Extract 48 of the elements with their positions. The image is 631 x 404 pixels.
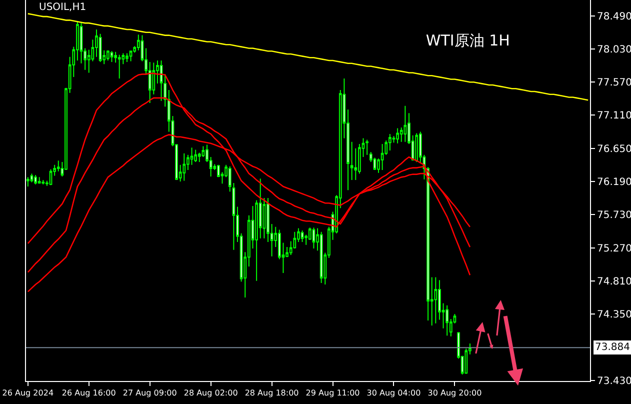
candlestick [30, 173, 34, 183]
candlestick [434, 276, 438, 324]
candlestick [118, 54, 121, 79]
candlestick [446, 304, 449, 336]
x-tick-label: 26 Aug 2024 [2, 388, 54, 398]
y-tick-label: 76.190 [597, 177, 631, 188]
candlestick [42, 180, 45, 185]
x-tick-label: 28 Aug 02:00 [184, 388, 238, 398]
y-tick-label: 73.430 [597, 376, 631, 387]
ref-line-label: 73.884 [595, 342, 630, 353]
candlestick [98, 33, 102, 62]
candlestick [194, 149, 198, 163]
candlestick [106, 50, 110, 61]
line-series [27, 13, 589, 101]
candlestick [34, 174, 37, 185]
candlestick [380, 144, 384, 170]
x-tick-label: 27 Aug 09:00 [122, 388, 177, 398]
text: WTI原油 1H [426, 32, 510, 50]
y-tick-label: 74.350 [597, 310, 631, 321]
candlestick [320, 231, 323, 284]
y-tick-label: 75.270 [597, 243, 631, 254]
x-tick-label: 26 Aug 16:00 [62, 388, 116, 398]
candlestick [396, 128, 399, 144]
candlestick [26, 176, 30, 188]
candlestick [300, 230, 304, 242]
chart-subtitle: USOIL,H1 [39, 2, 86, 13]
candlestick [202, 146, 205, 158]
x-tick-label: 29 Aug 11:00 [306, 388, 360, 398]
candlestick [38, 176, 41, 184]
x-tick-label: 30 Aug 20:00 [428, 388, 482, 398]
candlestick [388, 133, 392, 152]
y-tick-label: 78.030 [597, 44, 631, 56]
x-tick-label: 28 Aug 18:00 [244, 388, 299, 398]
y-tick-label: 75.730 [597, 210, 631, 222]
candlestick [126, 52, 128, 62]
candlestick [350, 141, 354, 181]
candlestick [366, 139, 368, 156]
candlestick [312, 227, 316, 249]
y-tick-label: 74.810 [597, 276, 631, 288]
y-tick-label: 76.650 [597, 144, 631, 155]
x-tick-label: 30 Aug 04:00 [366, 388, 421, 398]
y-tick-label: 77.570 [597, 78, 631, 89]
candlestick [404, 105, 407, 142]
candlestick [182, 152, 186, 182]
y-tick-label: 77.110 [597, 110, 631, 122]
y-tick-label: 78.490 [597, 11, 631, 22]
candlestick [415, 132, 418, 163]
candlestick [110, 50, 114, 62]
